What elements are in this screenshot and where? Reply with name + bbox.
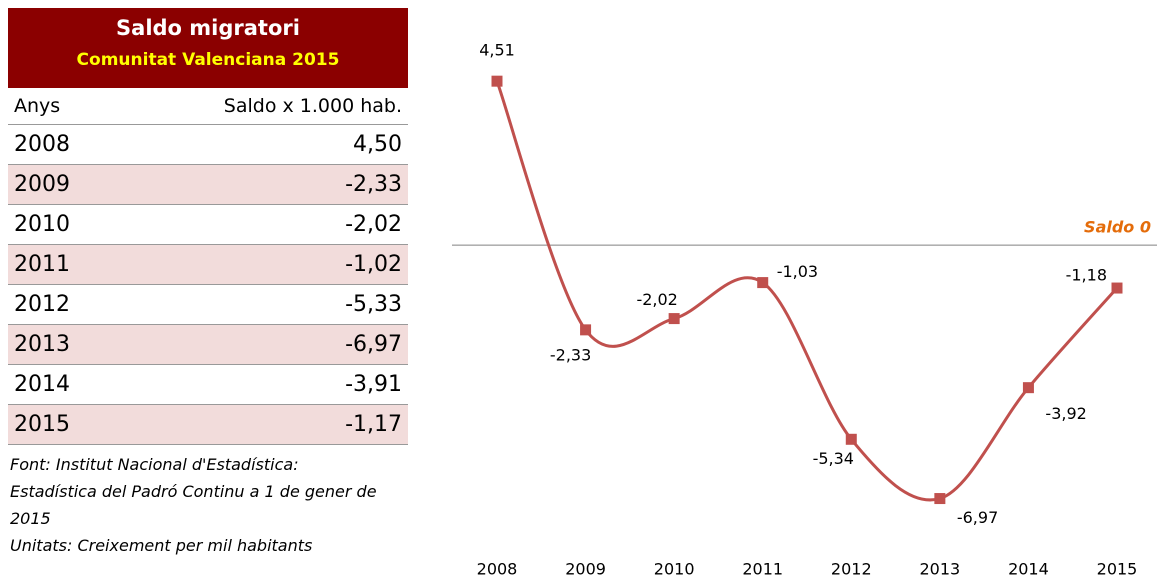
data-point [668,313,680,325]
data-label: -1,18 [1066,266,1107,285]
table-cell: 2009 [14,172,70,197]
data-line [495,80,1119,502]
table-cell: -3,91 [345,372,402,397]
data-label: -2,02 [636,290,677,309]
table-cell: 2014 [14,372,70,397]
column-label: Saldo x 1.000 hab. [223,95,402,117]
table-cell: -5,33 [345,292,402,317]
data-label: -6,97 [957,508,998,527]
data-label: 4,51 [479,41,515,60]
table-row: 2015 -1,17 [8,405,408,445]
x-tick-label: 2015 [1097,560,1138,579]
x-tick-label: 2008 [477,560,518,579]
table-cell: -1,02 [345,252,402,277]
footnote: Unitats: Creixement per mil habitants [10,536,313,555]
table-subtitle: Comunitat Valenciana 2015 [76,50,340,70]
x-tick-label: 2009 [565,560,606,579]
data-label: -5,34 [813,449,854,468]
table-row: 2008 4,50 [8,125,408,165]
table-row: 2011 -1,02 [8,245,408,285]
data-label: -3,92 [1045,404,1086,423]
table-row: 2013 -6,97 [8,325,408,365]
table-cell: -2,02 [345,212,402,237]
data-point [845,433,857,445]
x-tick-label: 2012 [831,560,872,579]
data-point [934,493,946,505]
x-tick-label: 2011 [742,560,783,579]
data-point [757,277,769,289]
table-title: Saldo migratori [116,16,300,40]
table-header: Saldo migratori Comunitat Valenciana 201… [8,8,408,88]
data-point [1022,382,1034,394]
table-row: 2014 -3,91 [8,365,408,405]
table-cell: 2008 [14,132,70,157]
column-label: Anys [14,95,61,117]
data-label: -1,03 [777,262,818,281]
x-tick-label: 2014 [1008,560,1049,579]
data-table: Saldo migratori Comunitat Valenciana 201… [8,8,408,559]
table-body: 2008 4,50 2009 -2,33 2010 -2,02 2011 -1,02 2012 -… [8,125,408,445]
x-tick-label: 2010 [654,560,695,579]
table-cell: 2015 [14,412,70,437]
data-point [1111,282,1123,294]
table-cell: 2013 [14,332,70,357]
table-cell: 2010 [14,212,70,237]
data-point [491,75,503,87]
table-cell: 2012 [14,292,70,317]
column-header: Anys Saldo x 1.000 hab. [8,88,408,125]
table-cell: -2,33 [345,172,402,197]
table-cell: 4,50 [353,132,402,157]
table-cell: -6,97 [345,332,402,357]
table-row: 2009 -2,33 [8,165,408,205]
table-row: 2012 -5,33 [8,285,408,325]
x-tick-label: 2013 [919,560,960,579]
footnote: Font: Institut Nacional d'Estadística: E… [10,455,377,528]
table-row: 2010 -2,02 [8,205,408,245]
data-label: -2,33 [550,345,591,364]
table-cell: 2011 [14,252,70,277]
table-cell: -1,17 [345,412,402,437]
reference-label: Saldo 0 [1084,218,1151,237]
data-point [580,324,592,336]
